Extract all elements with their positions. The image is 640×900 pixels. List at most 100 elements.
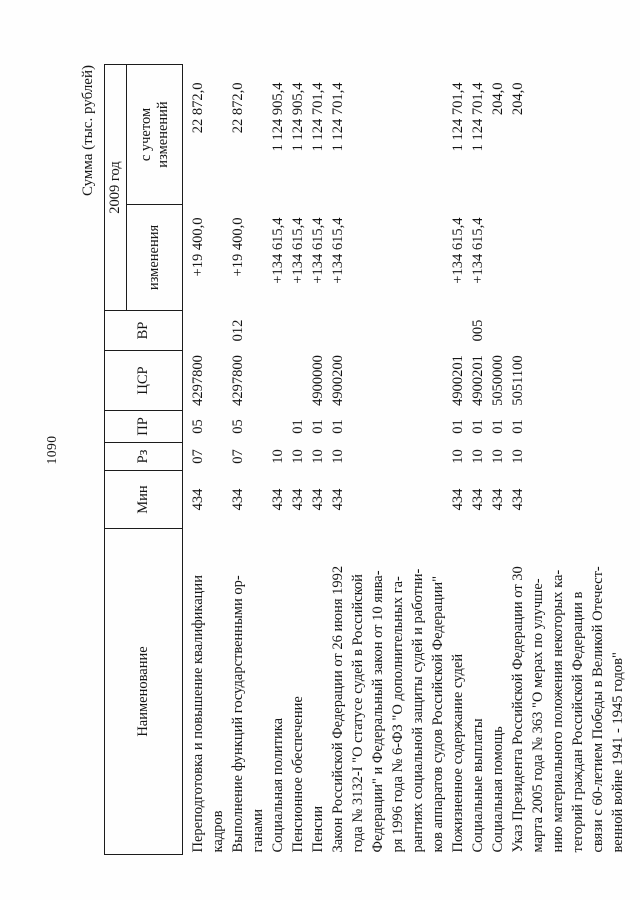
table-header: Наименование Мин Рз ПР ЦСР ВР 2009 год и… — [104, 64, 183, 855]
row-csr-cell — [268, 351, 288, 411]
row-rz-cell: 10 — [330, 449, 346, 464]
row-rz-cell: 10 — [290, 449, 306, 464]
row-pr-cell: 01 — [510, 419, 526, 434]
row-csr-cell: 4900201 — [450, 355, 466, 406]
row-rz-cell: 10 — [470, 449, 486, 464]
row-min-cell: 434 — [490, 488, 506, 511]
row-name-cell: Социальные выплаты — [470, 718, 486, 853]
row-rz-cell: 10 — [450, 449, 466, 464]
row-vr-cell — [328, 311, 448, 351]
row-vr-cell — [448, 311, 468, 351]
col-header-changes: изменения — [126, 204, 183, 311]
row-vr-cell — [288, 311, 308, 351]
row-with-changes-cell: 1 124 905,4 — [270, 82, 286, 152]
table-row: Социальные выплаты 434 10 01 4900201 005… — [468, 64, 488, 854]
col-header-vr: ВР — [104, 310, 183, 351]
units-label: Сумма (тыс. рублей) — [80, 65, 96, 197]
row-changes-cell: +134 615,4 — [470, 217, 486, 284]
table-row: Указ Президента Российской Федерации от … — [508, 64, 628, 854]
row-pr-cell: 01 — [490, 419, 506, 434]
row-changes-cell: +19 400,0 — [230, 217, 246, 277]
row-vr-cell — [488, 311, 508, 351]
row-with-changes-cell: 1 124 905,4 — [290, 82, 306, 152]
row-changes-cell: +134 615,4 — [290, 217, 306, 284]
row-name-cell: Указ Президента Российской Федерации от … — [510, 566, 626, 853]
row-with-changes-cell: 1 124 701,4 — [310, 82, 326, 152]
row-min-cell: 434 — [290, 488, 306, 511]
row-changes-cell: +134 615,4 — [270, 217, 286, 284]
row-rz-cell: 10 — [490, 449, 506, 464]
row-name-cell: Выполнение функций государственными ор- … — [230, 575, 266, 853]
col-header-pr: ПР — [104, 410, 183, 443]
row-rz-cell: 07 — [230, 449, 246, 464]
row-name-cell: Пенсионное обеспечение — [290, 696, 306, 853]
row-vr-cell — [308, 311, 328, 351]
row-csr-cell: 4900201 — [470, 355, 486, 406]
row-csr-cell: 4297800 — [190, 355, 206, 406]
row-with-changes-cell: 22 872,0 — [230, 82, 246, 134]
table-row: Пенсионное обеспечение 434 10 01 +134 61… — [288, 64, 308, 854]
row-csr-cell: 5050000 — [490, 355, 506, 406]
row-name-cell: Социальная политика — [270, 717, 286, 853]
row-rz-cell: 10 — [270, 449, 286, 464]
row-csr-cell: 4297800 — [230, 355, 246, 406]
row-with-changes-cell: 22 872,0 — [190, 82, 206, 134]
row-name-cell: Закон Российской Федерации от 26 июня 19… — [330, 565, 446, 853]
row-csr-cell — [288, 351, 308, 411]
col-header-csr: ЦСР — [104, 350, 183, 411]
row-min-cell: 434 — [230, 488, 246, 511]
row-csr-cell: 4900000 — [310, 355, 326, 406]
row-rz-cell: 10 — [510, 449, 526, 464]
row-changes-cell — [488, 205, 508, 311]
row-rz-cell: 10 — [310, 449, 326, 464]
col-header-rz: Рз — [104, 442, 183, 471]
row-pr-cell: 01 — [290, 419, 306, 434]
row-pr-cell: 05 — [230, 419, 246, 434]
row-min-cell: 434 — [190, 488, 206, 511]
row-pr-cell — [268, 411, 288, 443]
table-row: Выполнение функций государственными ор- … — [228, 64, 268, 854]
row-changes-cell: +19 400,0 — [190, 217, 206, 277]
table-row: Пожизненное содержание судей 434 10 01 4… — [448, 64, 468, 854]
row-vr-cell — [508, 311, 628, 351]
row-changes-cell: +134 615,4 — [450, 217, 466, 284]
budget-table: Наименование Мин Рз ПР ЦСР ВР 2009 год и… — [104, 64, 628, 855]
row-min-cell: 434 — [310, 488, 326, 511]
row-min-cell: 434 — [450, 488, 466, 511]
row-with-changes-cell: 204,0 — [510, 82, 526, 116]
row-rz-cell: 07 — [190, 449, 206, 464]
col-header-with-changes: с учетом изменений — [126, 64, 183, 205]
row-changes-cell: +134 615,4 — [310, 217, 326, 284]
col-header-name: Наименование — [104, 528, 183, 855]
row-vr-cell — [183, 311, 229, 351]
row-min-cell: 434 — [270, 488, 286, 511]
row-changes-cell — [508, 205, 628, 311]
table-row: Социальная помощь 434 10 01 5050000 204,… — [488, 64, 508, 854]
row-name-cell: Пожизненное содержание судей — [450, 653, 466, 853]
row-pr-cell: 01 — [450, 419, 466, 434]
page-number: 1090 — [44, 435, 59, 465]
row-name-cell: Социальная помощь — [490, 726, 506, 853]
row-pr-cell: 05 — [190, 419, 206, 434]
row-name-cell: Пенсии — [310, 805, 326, 853]
row-min-cell: 434 — [470, 488, 486, 511]
row-with-changes-cell: 1 124 701,4 — [450, 82, 466, 152]
table-body: Переподготовка и повышение квалификации … — [183, 64, 629, 854]
row-vr-cell: 012 — [230, 319, 246, 342]
row-pr-cell: 01 — [330, 419, 346, 434]
row-min-cell: 434 — [330, 488, 346, 511]
row-vr-cell — [268, 311, 288, 351]
row-with-changes-cell: 1 124 701,4 — [330, 82, 346, 152]
table-row: Социальная политика 434 10 +134 615,4 1 … — [268, 64, 288, 854]
row-pr-cell: 01 — [310, 419, 326, 434]
row-changes-cell: +134 615,4 — [330, 217, 346, 284]
row-vr-cell: 005 — [470, 319, 486, 342]
row-csr-cell: 5051100 — [510, 355, 526, 406]
col-header-year: 2009 год — [104, 64, 127, 311]
row-with-changes-cell: 1 124 701,4 — [470, 82, 486, 152]
table-row: Переподготовка и повышение квалификации … — [183, 64, 229, 854]
row-with-changes-cell: 204,0 — [490, 82, 506, 116]
row-min-cell: 434 — [510, 488, 526, 511]
